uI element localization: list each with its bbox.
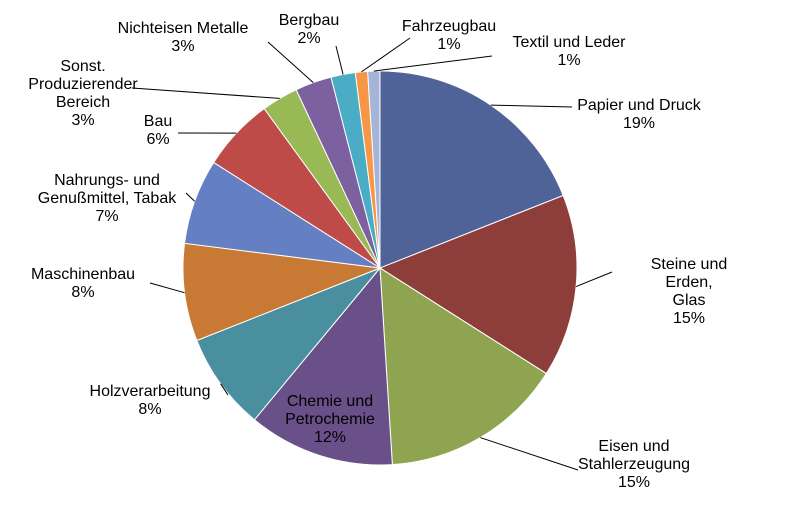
value-label: 19% — [622, 115, 656, 132]
leader-line — [185, 192, 195, 202]
value-label: 3% — [71, 112, 95, 129]
slice-label: Papier und Druck 19% — [577, 97, 701, 133]
pie-slice — [253, 266, 393, 466]
category-label: Nichteisen Metalle — [117, 20, 249, 37]
slice-label: Bau 6% — [144, 113, 172, 149]
value-label: 3% — [171, 38, 195, 55]
leader-line — [131, 87, 280, 99]
category-label: Eisen und Stahlerzeugung — [577, 438, 691, 473]
category-label: Bau — [143, 113, 173, 130]
category-label: Bergbau — [278, 12, 340, 29]
leader-line — [480, 437, 579, 471]
slice-label: Sonst. Produzierender Bereich 3% — [28, 58, 137, 130]
slice-label: Bergbau 2% — [279, 12, 340, 48]
slice-label: Steine und Erden, Glas 15% — [634, 256, 745, 328]
category-label: Papier und Druck — [577, 97, 701, 114]
leader-line — [267, 41, 314, 84]
slice-label: Fahrzeugbau 1% — [402, 18, 496, 54]
leader-line — [220, 383, 229, 396]
slice-label: Eisen und Stahlerzeugung 15% — [578, 438, 690, 492]
slice-label: Holzverarbeitung 8% — [90, 383, 211, 419]
category-label: Nahrungs- und Genußmittel, Tabak — [37, 172, 177, 207]
pie-slice — [196, 267, 381, 421]
slice-label: Maschinenbau 8% — [31, 266, 135, 302]
pie-slice — [367, 70, 381, 269]
slice-label: Chemie und Petrochemie 12% — [285, 393, 375, 447]
slice-label: Nichteisen Metalle 3% — [118, 20, 249, 56]
value-label: 6% — [146, 131, 170, 148]
leader-line — [361, 37, 411, 73]
value-label: 2% — [297, 30, 321, 47]
value-label: 8% — [71, 284, 95, 301]
leader-line — [149, 282, 185, 294]
value-label: 7% — [95, 208, 119, 225]
category-label: Steine und Erden, Glas — [650, 256, 728, 309]
value-label: 1% — [437, 36, 461, 53]
slice-label: Nahrungs- und Genußmittel, Tabak 7% — [38, 172, 176, 226]
slice-label: Textil und Leder 1% — [513, 34, 626, 70]
category-label: Chemie und Petrochemie — [285, 393, 375, 428]
value-label: 12% — [313, 429, 347, 446]
value-label: 8% — [138, 401, 162, 418]
category-label: Maschinenbau — [30, 266, 136, 283]
category-label: Fahrzeugbau — [401, 18, 497, 35]
value-label: 15% — [672, 310, 706, 327]
value-label: 1% — [557, 52, 581, 69]
category-label: Holzverarbeitung — [89, 383, 211, 400]
value-label: 15% — [617, 474, 651, 491]
pie-slice — [379, 70, 564, 269]
category-label: Sonst. Produzierender Bereich — [28, 58, 138, 111]
leader-line — [575, 271, 613, 288]
pie-slice — [182, 242, 381, 342]
leader-line — [335, 45, 344, 75]
leader-line — [490, 104, 573, 108]
leader-line — [373, 55, 493, 72]
category-label: Textil und Leder — [512, 34, 626, 51]
